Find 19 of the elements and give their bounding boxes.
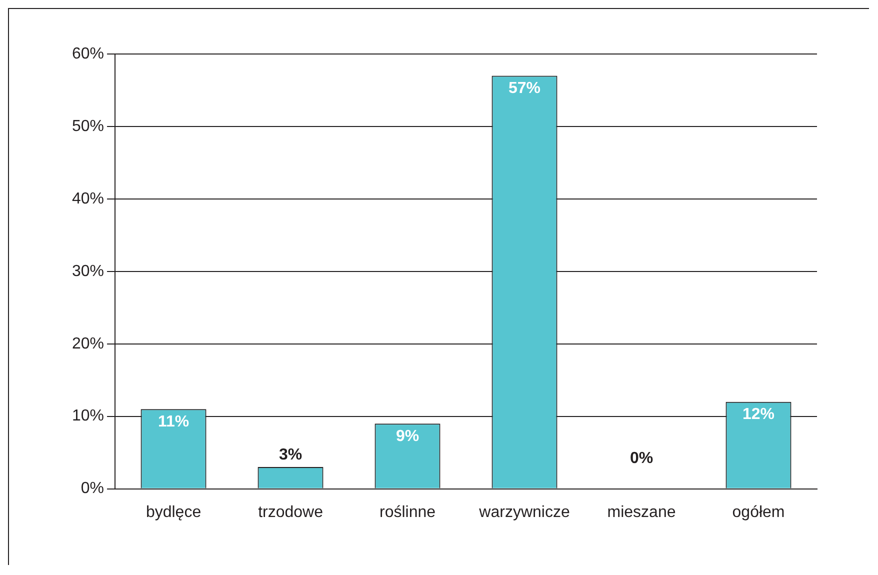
- x-tick-label: bydlęce: [146, 504, 202, 521]
- data-label: 9%: [396, 428, 420, 445]
- data-label: 0%: [630, 450, 654, 468]
- y-tick-label: 10%: [72, 408, 104, 425]
- data-label: 57%: [508, 80, 541, 98]
- y-tick-label: 20%: [72, 335, 104, 352]
- x-tick-label: mieszane: [607, 504, 676, 521]
- x-tick-label: roślinne: [380, 504, 436, 521]
- y-tick-label: 0%: [80, 480, 104, 498]
- y-tick-label: 40%: [72, 190, 104, 208]
- x-tick-label: trzodowe: [258, 504, 324, 521]
- y-tick-label: 30%: [72, 262, 104, 280]
- y-tick-label: 60%: [72, 45, 104, 62]
- data-label: 11%: [158, 413, 190, 430]
- x-tick-label: ogółem: [732, 504, 785, 521]
- data-label: 3%: [278, 446, 302, 464]
- data-label: 12%: [742, 406, 775, 424]
- y-tick-label: 50%: [72, 118, 104, 135]
- x-tick-label: warzywnicze: [478, 504, 570, 521]
